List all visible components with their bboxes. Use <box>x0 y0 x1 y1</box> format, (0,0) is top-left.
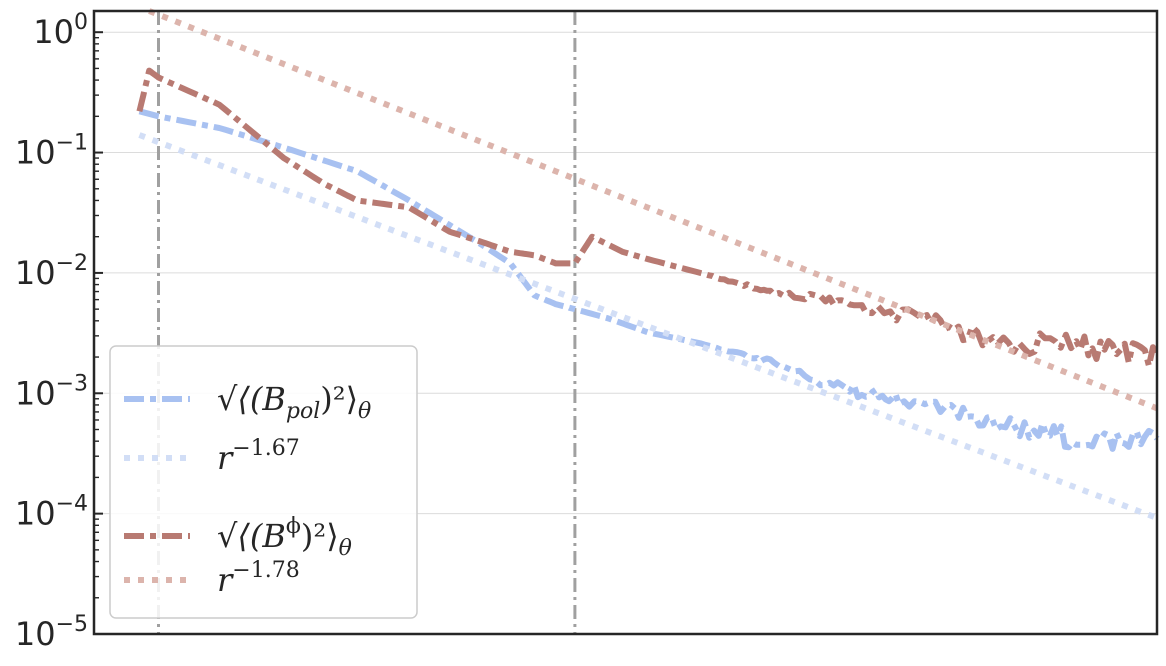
legend-label-prefix: r <box>217 439 234 477</box>
y-tick-label: 10−2 <box>15 251 88 292</box>
y-tick-base: 10 <box>15 254 56 292</box>
legend-label-tail: θ <box>358 399 371 424</box>
legend-label-tail: θ <box>339 536 352 561</box>
y-tick-label: 10−4 <box>15 492 88 533</box>
legend-box <box>109 345 418 619</box>
y-tick-base: 10 <box>15 374 56 412</box>
series-lines <box>136 8 1160 521</box>
y-tick-label: 10−1 <box>15 131 88 172</box>
series-line-b-phi <box>136 67 1160 369</box>
legend-label-prefix: √⟨(B <box>217 517 286 555</box>
legend-label-sup: −1.67 <box>232 436 299 461</box>
legend-label: r−1.67 <box>217 436 300 477</box>
y-tick-base: 10 <box>15 495 56 533</box>
legend-label-prefix: r <box>217 561 234 599</box>
y-tick-base: 10 <box>33 13 74 51</box>
y-tick-label: 10−3 <box>15 371 88 412</box>
y-tick-exponent: 0 <box>74 10 88 35</box>
legend-label-suffix: )²⟩ <box>301 517 339 555</box>
legend-label-prefix: √⟨(B <box>217 380 286 418</box>
legend-label: √⟨(Bpol)²⟩θ <box>217 380 371 424</box>
legend-label-sup: −1.78 <box>232 558 299 583</box>
legend-label: r−1.78 <box>217 558 300 599</box>
y-tick-exponent: −5 <box>56 612 88 637</box>
y-tick-base: 10 <box>15 134 56 172</box>
legend-label-sup: ϕ <box>286 514 301 539</box>
y-tick-base: 10 <box>15 615 56 653</box>
plot-frame <box>92 9 1159 636</box>
y-tick-label: 100 <box>33 10 88 51</box>
y-tick-exponent: −2 <box>56 251 88 276</box>
legend: √⟨(Bpol)²⟩θr−1.67√⟨(Bϕ)²⟩θr−1.78 <box>109 345 418 619</box>
y-tick-label: 10−5 <box>15 612 88 653</box>
y-tick-exponent: −3 <box>56 371 88 396</box>
legend-label: √⟨(Bϕ)²⟩θ <box>217 514 352 561</box>
series-line-b-pol <box>138 108 1160 452</box>
y-tick-exponent: −1 <box>56 131 88 156</box>
legend-label-sub: pol <box>286 399 320 424</box>
legend-label-suffix: )²⟩ <box>320 380 358 418</box>
y-tick-exponent: −4 <box>56 492 88 517</box>
